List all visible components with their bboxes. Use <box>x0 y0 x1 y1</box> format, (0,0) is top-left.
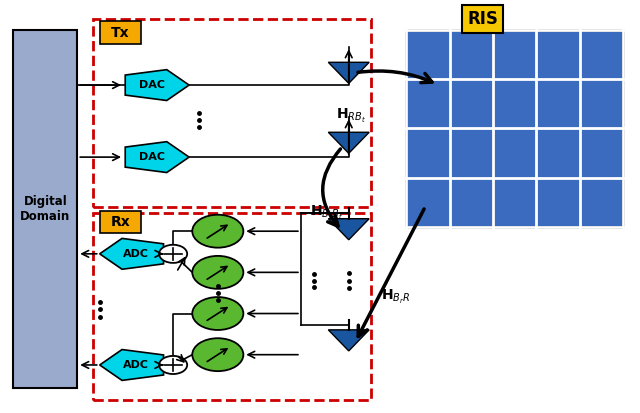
Polygon shape <box>125 142 189 173</box>
Text: ADC: ADC <box>124 360 149 370</box>
Bar <box>93 19 371 206</box>
Bar <box>13 29 77 388</box>
Text: $\mathbf{H}_{B_rR}$: $\mathbf{H}_{B_rR}$ <box>381 288 410 306</box>
Text: RIS: RIS <box>467 10 499 28</box>
Ellipse shape <box>192 297 243 330</box>
Text: Digital
Domain: Digital Domain <box>20 195 70 223</box>
Polygon shape <box>125 70 189 100</box>
Polygon shape <box>100 349 164 380</box>
Text: Rx: Rx <box>111 215 131 229</box>
Ellipse shape <box>192 338 243 371</box>
Text: DAC: DAC <box>140 80 165 90</box>
Text: ADC: ADC <box>124 249 149 259</box>
Bar <box>93 213 371 400</box>
Bar <box>100 21 141 44</box>
Polygon shape <box>328 330 369 351</box>
Text: Tx: Tx <box>111 26 130 40</box>
Bar <box>100 211 141 233</box>
Circle shape <box>159 356 187 374</box>
Polygon shape <box>328 62 369 83</box>
Text: $\mathbf{H}_{RB_t}$: $\mathbf{H}_{RB_t}$ <box>336 107 366 125</box>
Ellipse shape <box>192 256 243 289</box>
Circle shape <box>159 245 187 263</box>
Text: $\mathbf{H}_{B_rB_t}$: $\mathbf{H}_{B_rB_t}$ <box>310 204 344 222</box>
Polygon shape <box>100 238 164 269</box>
Bar <box>406 29 623 227</box>
Polygon shape <box>328 219 369 240</box>
Text: DAC: DAC <box>140 152 165 162</box>
Polygon shape <box>328 132 369 153</box>
Ellipse shape <box>192 215 243 248</box>
